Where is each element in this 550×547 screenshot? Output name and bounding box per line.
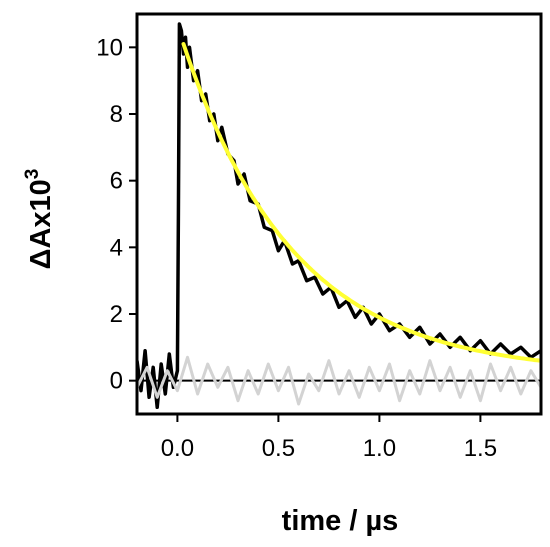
x-tick-label: 1.5 — [464, 435, 497, 462]
x-tick-label: 0.0 — [161, 435, 194, 462]
y-tick-label: 6 — [110, 168, 123, 195]
x-tick-label: 0.5 — [262, 435, 295, 462]
y-axis-title-base: ΔAx10 — [25, 179, 57, 269]
y-tick-label: 2 — [110, 301, 123, 328]
plot-frame — [135, 12, 543, 416]
y-axis-title-superscript: 3 — [22, 169, 43, 180]
x-tick-label: 1.0 — [363, 435, 396, 462]
y-tick-label: 10 — [96, 34, 123, 61]
y-axis-title: ΔAx103 — [22, 169, 57, 270]
control-trace — [137, 355, 541, 406]
y-tick-label: 0 — [110, 368, 123, 395]
x-axis-title: time / µs — [282, 505, 399, 537]
fit-curve — [181, 42, 541, 363]
y-tick-label: 8 — [110, 101, 123, 128]
y-tick-label: 4 — [110, 234, 123, 261]
